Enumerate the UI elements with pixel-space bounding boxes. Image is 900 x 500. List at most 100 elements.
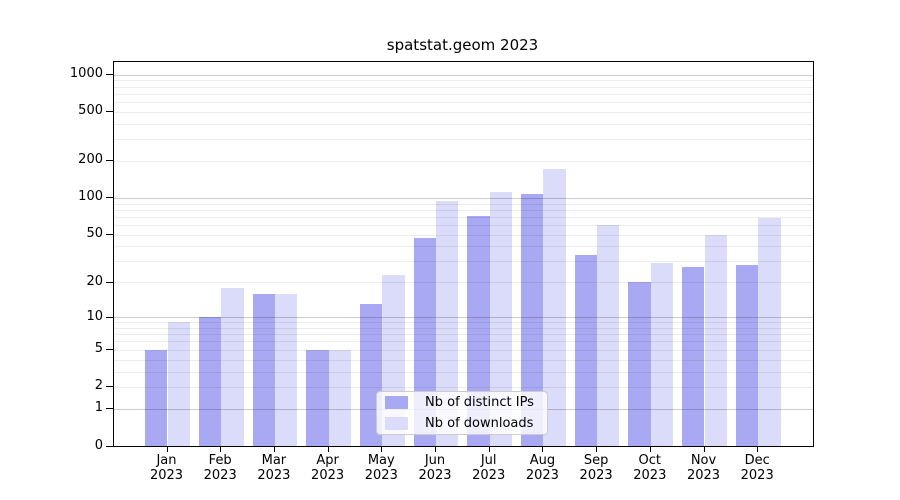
y-tick-label: 20 [86,273,103,289]
y-tick-mark [106,197,113,199]
gridline-major [114,74,813,76]
bar-downloads [543,168,566,446]
bars-layer [114,62,813,446]
gridline-minor [114,123,813,125]
gridline-minor [114,216,813,218]
bar-downloads [436,201,459,446]
x-tick-mark [596,446,598,452]
y-tick-mark [106,386,113,388]
gridline-minor [114,359,813,361]
bar-downloads [221,287,244,446]
bar-distinct-ips [198,317,222,446]
gridline-minor [114,234,813,236]
y-tick-label: 1 [94,400,103,416]
y-tick-label: 200 [78,152,103,168]
y-tick-mark [106,234,113,236]
x-tick-label: Nov 2023 [686,453,721,483]
bar-distinct-ips [145,349,168,446]
x-tick-mark [649,446,651,452]
y-tick-mark [106,74,113,75]
y-tick-label: 500 [78,103,103,119]
legend-swatch-distinct-ips [385,396,408,410]
bar-downloads [328,349,351,446]
gridline-major [114,197,813,199]
gridline-minor [114,111,813,113]
x-tick-label: Aug 2023 [525,453,559,483]
plot-area: Nb of distinct IPs Nb of downloads [113,61,814,447]
x-tick-mark [435,446,436,452]
y-tick-mark [106,111,113,113]
bar-downloads [274,293,298,446]
x-tick-label: Apr 2023 [311,453,345,483]
y-tick-mark [106,316,113,318]
bar-distinct-ips [574,254,598,446]
bar-distinct-ips [467,216,490,446]
legend-swatch-downloads [385,416,408,430]
x-tick-label: Jun 2023 [418,453,452,483]
legend-label-downloads: Nb of downloads [425,415,534,431]
gridline-minor [114,282,813,284]
bar-distinct-ips [252,293,275,446]
bar-distinct-ips [521,193,544,446]
bar-distinct-ips [628,282,651,446]
bar-distinct-ips [306,349,329,446]
x-tick-label: Mar 2023 [257,453,291,483]
chart-title: spatstat.geom 2023 [386,36,539,54]
gridline-minor [114,334,813,336]
bar-distinct-ips [682,266,705,446]
x-tick-mark [327,446,329,452]
y-tick-label: 10 [86,308,103,324]
gridline-minor [114,209,813,211]
bar-downloads [758,218,781,446]
y-tick-label: 50 [86,226,103,242]
gridline-minor [114,93,813,95]
x-tick-label: Sep 2023 [579,453,613,483]
x-tick-label: May 2023 [364,453,398,483]
y-tick-mark [106,281,113,283]
y-tick-label: 5 [94,341,103,357]
x-tick-mark [381,446,383,452]
x-tick-mark [166,446,168,452]
gridline-minor [114,203,813,205]
bar-downloads [597,224,620,446]
y-tick-label: 0 [94,437,103,453]
legend-item-distinct-ips: Nb of distinct IPs [385,394,539,412]
y-tick-mark [106,160,113,162]
x-tick-mark [542,446,544,452]
y-tick-mark [106,445,113,447]
bar-downloads [167,322,190,446]
x-tick-label: Feb 2023 [203,453,237,483]
gridline-minor [114,139,813,141]
x-tick-mark [488,446,490,452]
gridline-major [114,317,813,319]
gridline-minor [114,86,813,88]
gridlines-layer [114,62,813,446]
legend-label-distinct-ips: Nb of distinct IPs [425,395,534,411]
y-tick-label: 2 [94,378,103,394]
x-tick-label: Jan 2023 [149,453,184,483]
x-tick-label: Dec 2023 [740,453,774,483]
bar-downloads [704,234,727,446]
y-tick-mark [106,408,113,410]
y-tick-label: 1000 [69,66,103,82]
gridline-minor [114,322,813,324]
legend: Nb of distinct IPs Nb of downloads [376,391,548,435]
x-tick-mark [703,446,705,452]
x-tick-mark [220,446,222,452]
gridline-minor [114,80,813,82]
legend-item-downloads: Nb of downloads [385,415,539,433]
gridline-minor [114,246,813,248]
bar-distinct-ips [735,264,759,446]
gridline-minor [114,261,813,263]
x-tick-mark [273,446,275,452]
bar-downloads [489,191,513,446]
x-tick-label: Jul 2023 [472,453,506,483]
gridline-minor [114,341,813,343]
gridline-minor [114,102,813,103]
gridline-minor [114,386,813,388]
gridline-minor [114,349,813,351]
y-tick-mark [106,349,113,351]
bar-downloads [650,263,674,446]
y-tick-label: 100 [78,189,103,205]
